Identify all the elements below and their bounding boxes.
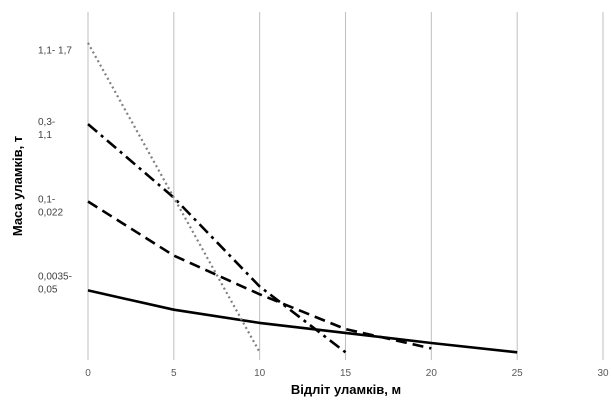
y-tick-label: 1,1- 1,7 — [38, 46, 72, 57]
series-line-2 — [87, 200, 432, 350]
x-tick-label: 15 — [340, 368, 352, 379]
x-axis-label: Відліт уламків, м — [291, 382, 401, 397]
x-tick-label: 20 — [426, 368, 438, 379]
y-tick-label: 0,1- — [38, 194, 55, 205]
series-line-1 — [87, 289, 518, 354]
grid — [87, 12, 604, 360]
series-line-4 — [87, 42, 261, 353]
x-tick-label: 10 — [254, 368, 266, 379]
y-tick-label: 1,1 — [38, 130, 52, 141]
x-tick-label: 25 — [512, 368, 524, 379]
y-tick-label: 0,05 — [38, 285, 58, 296]
y-tick-label: 0,3- — [38, 117, 55, 128]
series-line-3 — [87, 123, 347, 354]
x-tick-label: 5 — [171, 368, 177, 379]
series-lines — [87, 42, 518, 354]
y-axis-label: Маса уламків, т — [10, 136, 25, 236]
x-tick-label: 30 — [597, 368, 609, 379]
x-tick-label: 0 — [85, 368, 91, 379]
y-tick-label: 0,022 — [38, 207, 63, 218]
y-tick-label: 0,0035- — [38, 272, 72, 283]
x-axis-ticks: 0 5 10 15 20 25 30 — [85, 368, 609, 379]
